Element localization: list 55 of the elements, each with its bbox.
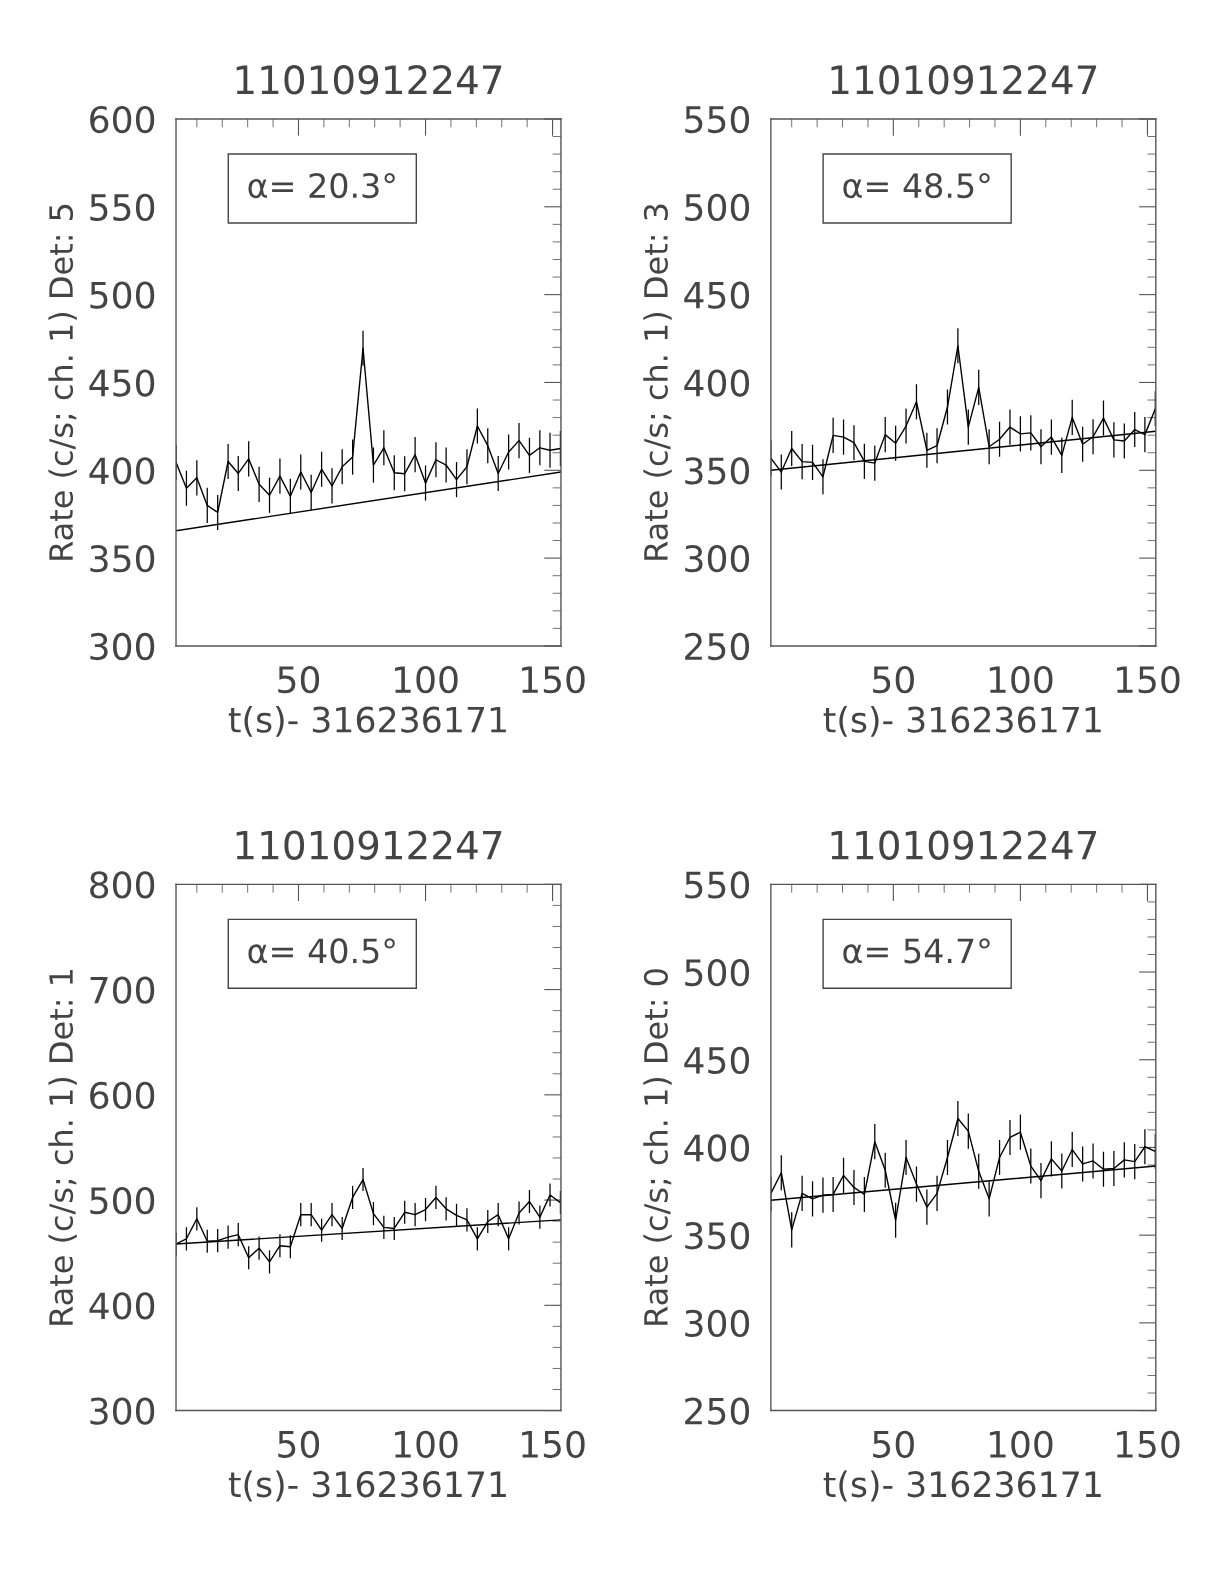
y-axis-title: Rate (c/s; ch. 1) Det: 5 bbox=[48, 204, 77, 560]
y-tick-label: 550 bbox=[685, 871, 750, 899]
x-tick-label: 100 bbox=[395, 666, 458, 694]
y-tick-label: 350 bbox=[90, 545, 155, 573]
chart-title: 11010912247 bbox=[236, 830, 502, 860]
y-tick-label: 350 bbox=[685, 457, 750, 485]
y-tick-label: 250 bbox=[685, 1397, 750, 1425]
y-axis-title: Rate (c/s; ch. 1) Det: 0 bbox=[643, 969, 672, 1325]
y-tick-label: 250 bbox=[685, 632, 750, 661]
x-axis-title: t(s)- 316236171 bbox=[228, 705, 506, 737]
x-tick-label: 100 bbox=[989, 1430, 1053, 1458]
annotation: α= 40.5° bbox=[248, 938, 395, 964]
y-tick-label: 400 bbox=[684, 369, 750, 397]
y-tick-label: 450 bbox=[684, 1046, 750, 1074]
y-tick-label: 300 bbox=[685, 545, 750, 573]
annotation: α= 54.7° bbox=[843, 938, 990, 964]
annotation: α= 20.3° bbox=[248, 172, 395, 199]
x-tick-label: 100 bbox=[989, 666, 1053, 694]
y-tick-label: 450 bbox=[89, 369, 155, 397]
x-axis-title: t(s)- 316236171 bbox=[823, 1470, 1101, 1502]
y-tick-label: 500 bbox=[685, 193, 750, 222]
x-tick-label: 100 bbox=[395, 1430, 458, 1458]
y-tick-label: 400 bbox=[89, 1292, 155, 1320]
chart-title: 11010912247 bbox=[831, 65, 1097, 95]
y-tick-label: 350 bbox=[685, 1222, 750, 1250]
x-tick-label: 150 bbox=[1116, 1430, 1180, 1458]
y-tick-label: 600 bbox=[90, 105, 155, 134]
x-tick-label: 50 bbox=[278, 1430, 320, 1458]
y-tick-label: 300 bbox=[685, 1309, 750, 1338]
y-tick-label: 600 bbox=[90, 1081, 155, 1110]
y-tick-label: 500 bbox=[90, 281, 155, 309]
y-tick-label: 300 bbox=[90, 632, 155, 661]
y-tick-label: 550 bbox=[90, 193, 155, 222]
x-tick-label: 150 bbox=[522, 1430, 585, 1458]
y-tick-label: 700 bbox=[90, 976, 155, 1004]
y-tick-label: 500 bbox=[90, 1186, 155, 1215]
chart-title: 11010912247 bbox=[236, 65, 502, 95]
x-tick-label: 50 bbox=[278, 666, 320, 694]
y-tick-label: 400 bbox=[684, 1134, 750, 1162]
x-axis-title: t(s)- 316236171 bbox=[823, 705, 1101, 737]
x-tick-label: 50 bbox=[873, 666, 914, 694]
x-tick-label: 150 bbox=[1116, 666, 1180, 694]
y-tick-label: 800 bbox=[90, 871, 155, 899]
x-axis-title: t(s)- 316236171 bbox=[228, 1470, 506, 1502]
y-tick-label: 450 bbox=[684, 281, 750, 309]
x-tick-label: 150 bbox=[522, 666, 585, 694]
y-axis-title: Rate (c/s; ch. 1) Det: 1 bbox=[48, 969, 77, 1325]
y-tick-label: 500 bbox=[685, 958, 750, 987]
y-axis-title: Rate (c/s; ch. 1) Det: 3 bbox=[643, 204, 672, 560]
x-tick-label: 50 bbox=[873, 1430, 914, 1458]
y-tick-label: 550 bbox=[685, 105, 750, 134]
chart-title: 11010912247 bbox=[831, 830, 1097, 860]
annotation: α= 48.5° bbox=[843, 172, 990, 199]
y-tick-label: 300 bbox=[90, 1397, 155, 1425]
y-tick-label: 400 bbox=[89, 457, 155, 485]
